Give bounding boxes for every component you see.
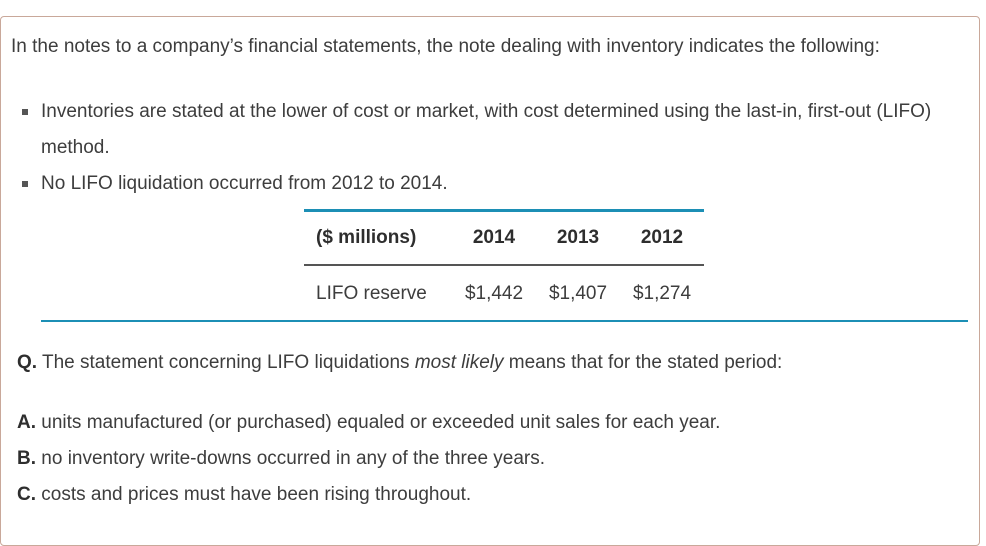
note-bullet-list: Inventories are stated at the lower of c… [20,94,940,202]
header-year-2014: 2014 [472,227,516,248]
option-b[interactable]: B. no inventory write-downs occurred in … [17,441,720,477]
table-body: LIFO reserve $1,442 $1,407 $1,274 [304,265,704,322]
intro-text: In the notes to a company’s financial st… [11,36,880,57]
question-emphasis: most likely [414,352,504,373]
question-stem-start: The statement concerning LIFO liquidatio… [42,352,410,373]
bullet-square-icon [22,181,28,187]
header-year-2012: 2012 [640,227,684,248]
table-header-row: ($ millions) 2014 2013 2012 [304,210,704,265]
row-label: LIFO reserve [316,283,427,304]
question-label: Q. [17,352,38,373]
option-letter: A. [17,412,36,433]
option-text: costs and prices must have been rising t… [41,484,472,505]
cell-2013: $1,407 [548,283,608,304]
table-row: LIFO reserve $1,442 $1,407 $1,274 [304,265,704,322]
option-letter: B. [17,448,36,469]
header-year-2013: 2013 [556,227,600,248]
lifo-reserve-table: ($ millions) 2014 2013 2012 LIFO reserve… [304,209,704,322]
header-units: ($ millions) [316,227,417,248]
option-c[interactable]: C. costs and prices must have been risin… [17,477,720,513]
question-stem-end: means that for the stated period: [508,352,783,373]
table-header: ($ millions) 2014 2013 2012 [304,210,704,265]
bullet-item: No LIFO liquidation occurred from 2012 t… [20,166,940,202]
option-text: units manufactured (or purchased) equale… [41,412,721,433]
option-a[interactable]: A. units manufactured (or purchased) equ… [17,405,720,441]
option-text: no inventory write-downs occurred in any… [41,448,546,469]
bullet-text: No LIFO liquidation occurred from 2012 t… [41,173,448,194]
bullet-text: Inventories are stated at the lower of c… [41,101,932,158]
bullet-square-icon [22,109,28,115]
cell-2012: $1,274 [632,283,692,304]
answer-options: A. units manufactured (or purchased) equ… [17,405,720,513]
cell-2014: $1,442 [464,283,524,304]
bullet-item: Inventories are stated at the lower of c… [20,94,940,166]
question-text: Q. The statement concerning LIFO liquida… [17,352,782,374]
section-divider [41,320,968,322]
option-letter: C. [17,484,36,505]
question-card [0,16,980,546]
